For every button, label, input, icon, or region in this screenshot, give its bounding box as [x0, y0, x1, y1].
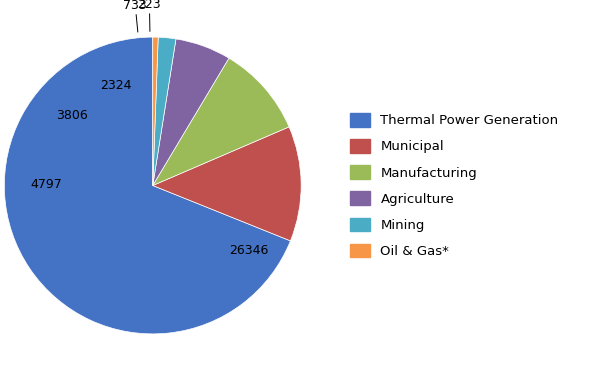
- Text: 733: 733: [123, 0, 147, 32]
- Wedge shape: [4, 37, 291, 334]
- Legend: Thermal Power Generation, Municipal, Manufacturing, Agriculture, Mining, Oil & G: Thermal Power Generation, Municipal, Man…: [345, 108, 564, 263]
- Text: 2324: 2324: [101, 79, 132, 92]
- Text: 4797: 4797: [30, 178, 62, 191]
- Wedge shape: [153, 39, 229, 186]
- Wedge shape: [153, 37, 176, 186]
- Wedge shape: [153, 37, 158, 186]
- Text: 223: 223: [138, 0, 161, 32]
- Wedge shape: [153, 127, 301, 241]
- Wedge shape: [153, 58, 289, 186]
- Text: 3806: 3806: [56, 109, 88, 122]
- Text: 26346: 26346: [229, 244, 268, 257]
